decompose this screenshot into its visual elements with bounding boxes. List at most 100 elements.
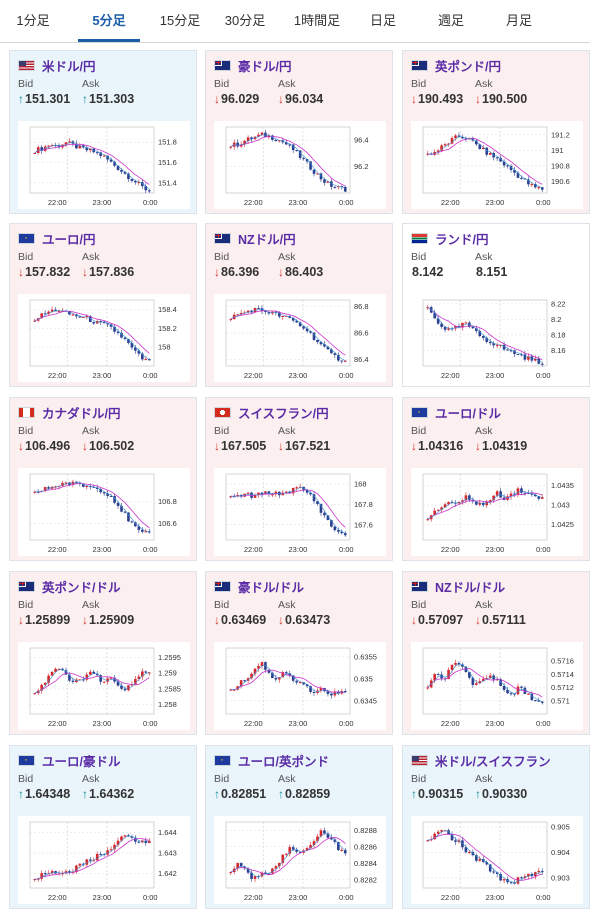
currency-card[interactable]: ランド/円 Bid Ask 8.142 8.151 8.22 8.2 8.18 8.16 22:0… [402,223,590,387]
candle [520,488,523,493]
candle [120,332,123,338]
pair-name[interactable]: NZドル/ドル [435,580,506,595]
y-tick-label: 8.16 [551,346,566,355]
candle [278,862,281,867]
pair-name[interactable]: ユーロ/円 [42,232,96,247]
candle [464,666,468,673]
candle [50,309,54,312]
candle [116,165,120,171]
chart-area[interactable]: 0.6355 0.635 0.6345 22:00 23:00 0:00 [214,642,386,730]
candle [457,135,461,137]
pair-name[interactable]: 米ドル/スイスフラン [435,754,551,769]
pair-name[interactable]: 豪ドル/円 [238,59,292,74]
currency-card[interactable]: 豪ドル/ドル Bid Ask ↓0.63469 ↓0.63473 0.6355 0.635 0… [205,571,393,735]
bid-price-value: 86.396 [221,265,260,279]
pair-name[interactable]: 米ドル/円 [42,59,96,74]
tab-7[interactable]: 月足 [505,13,532,28]
pair-name[interactable]: 豪ドル/ドル [238,580,304,595]
chart-area[interactable]: 158.4 158.2 158 22:00 23:00 0:00 [18,294,190,382]
currency-card[interactable]: · ユーロ/豪ドル Bid Ask ↑1.64348 ↑1.64362 1.644 1.643… [9,745,197,909]
pair-name[interactable]: スイスフラン/円 [238,406,329,421]
currency-card[interactable]: · ユーロ/ドル Bid Ask ↓1.04316 ↓1.04319 1.0435 1.043… [402,397,590,561]
pair-name[interactable]: 英ポンド/ドル [42,580,121,595]
tab-4[interactable]: 1時間足 [293,13,341,28]
eu-us-flag: · [411,404,428,418]
pair-name[interactable]: ユーロ/豪ドル [42,754,121,769]
candle [443,326,447,330]
chart-area[interactable]: 96.4 96.2 22:00 23:00 0:00 [214,121,386,209]
chart-area[interactable]: 1.0435 1.043 1.0425 22:00 23:00 0:00 [411,468,583,556]
currency-card[interactable]: 米ドル/スイスフラン Bid Ask ↑0.90315 ↑0.90330 0.905 0.9… [402,745,590,909]
pair-name[interactable]: カナダドル/円 [42,406,121,421]
candle [102,492,106,494]
currency-card[interactable]: 英ポンド/円 Bid Ask ↓190.493 ↓190.500 191.2 191 190.… [402,50,590,214]
y-tick-label: 0.905 [551,823,570,832]
candle [141,529,144,532]
chart-frame [422,473,548,541]
chart-area[interactable]: 8.22 8.2 8.18 8.16 22:00 23:00 0:00 [411,294,583,382]
ask-price-value: 157.836 [89,265,135,279]
y-tick-label: 158.2 [158,324,177,333]
chart-area[interactable]: 151.8 151.6 151.4 22:00 23:00 0:00 [18,121,190,209]
tab-6[interactable]: 週足 [437,13,464,28]
candle [106,155,109,160]
bid-label: Bid [18,78,34,90]
pair-name[interactable]: 英ポンド/円 [435,59,501,74]
x-tick-label: 23:00 [486,198,505,207]
x-tick-label: 22:00 [441,719,460,728]
tab-1[interactable]: 5分足 [78,0,140,42]
candle [278,140,281,142]
pair-name[interactable]: ユーロ/英ポンド [238,754,329,769]
chart-area[interactable]: 168 167.8 167.6 22:00 23:00 0:00 [214,468,386,556]
tab-0[interactable]: 1分足 [16,13,50,28]
currency-card[interactable]: · ユーロ/英ポンド Bid Ask ↑0.82851 ↑0.82859 0.8288 0.8… [205,745,393,909]
tab-2[interactable]: 15分足 [159,13,201,28]
candle [147,190,151,192]
ask-price-value: 106.502 [89,439,135,453]
candle [461,840,464,848]
currency-card[interactable]: 豪ドル/円 Bid Ask ↓96.029 ↓96.034 96.4 96.2 22:00 23… [205,50,393,214]
bid-label: Bid [18,425,34,437]
tab-5[interactable]: 日足 [369,13,396,28]
candle [40,873,43,879]
currency-card[interactable]: スイスフラン/円 Bid Ask ↓167.505 ↓167.521 168 167.8 16… [205,397,393,561]
chart-area[interactable]: 106.8 106.6 22:00 23:00 0:00 [18,468,190,556]
currency-card[interactable]: 英ポンド/ドル Bid Ask ↓1.25899 ↓1.25909 1.2595 1.259… [9,571,197,735]
x-tick-label: 22:00 [48,198,67,207]
chart-area[interactable]: 1.2595 1.259 1.2585 1.258 22:00 23:00 0:00 [18,642,190,730]
ask-price: 8.151 [475,265,507,279]
currency-card[interactable]: 米ドル/円 Bid Ask ↑151.301 ↑151.303 151.8 151.6 151… [9,50,197,214]
y-tick-label: 106.8 [158,497,177,506]
pair-name[interactable]: NZドル/円 [238,232,296,247]
candle [337,691,340,694]
candle [127,338,130,343]
chart-area[interactable]: 1.644 1.643 1.642 22:00 23:00 0:00 [18,816,190,904]
x-tick-label: 0:00 [536,198,551,207]
chart-area[interactable]: 0.5716 0.5714 0.5712 0.571 22:00 23:00 0:00 [411,642,583,730]
pair-name[interactable]: ユーロ/ドル [435,406,501,421]
candle [236,314,239,316]
currency-card[interactable]: カナダドル/円 Bid Ask ↓106.496 ↓106.502 106.8 106.6 2… [9,397,197,561]
chart-area[interactable]: 191.2 191 190.8 190.6 22:00 23:00 0:00 [411,121,583,209]
chart-area[interactable]: 0.905 0.904 0.903 22:00 23:00 0:00 [411,816,583,904]
price-chart: 8.22 8.2 8.18 8.16 22:00 23:00 0:00 [422,299,566,380]
currency-card[interactable]: NZドル/円 Bid Ask ↓86.396 ↓86.403 86.8 86.6 86.4 22… [205,223,393,387]
candle [78,679,82,681]
tab-3[interactable]: 30分足 [224,13,266,28]
candle [502,161,506,166]
chart-area[interactable]: 86.8 86.6 86.4 22:00 23:00 0:00 [214,294,386,382]
ask-price-value: 0.63473 [285,613,331,627]
arrow-up-icon: ↑ [18,92,24,106]
candle [333,526,337,531]
card-header: 英ポンド/ドル [18,579,121,595]
arrow-down-icon: ↓ [278,92,284,106]
short-moving-average-line [427,663,543,702]
pair-name[interactable]: ランド/円 [435,232,489,247]
candle [478,502,482,505]
chart-area[interactable]: 0.8288 0.8286 0.8284 0.8282 22:00 23:00 0:00 [214,816,386,904]
candle [499,157,502,162]
bid-price: ↓86.396 [214,265,259,279]
y-tick-label: 1.0435 [551,481,574,490]
currency-card[interactable]: NZドル/ドル Bid Ask ↓0.57097 ↓0.57111 0.5716 0.571… [402,571,590,735]
currency-card[interactable]: · ユーロ/円 Bid Ask ↓157.832 ↓157.836 158.4 158.2 15… [9,223,197,387]
